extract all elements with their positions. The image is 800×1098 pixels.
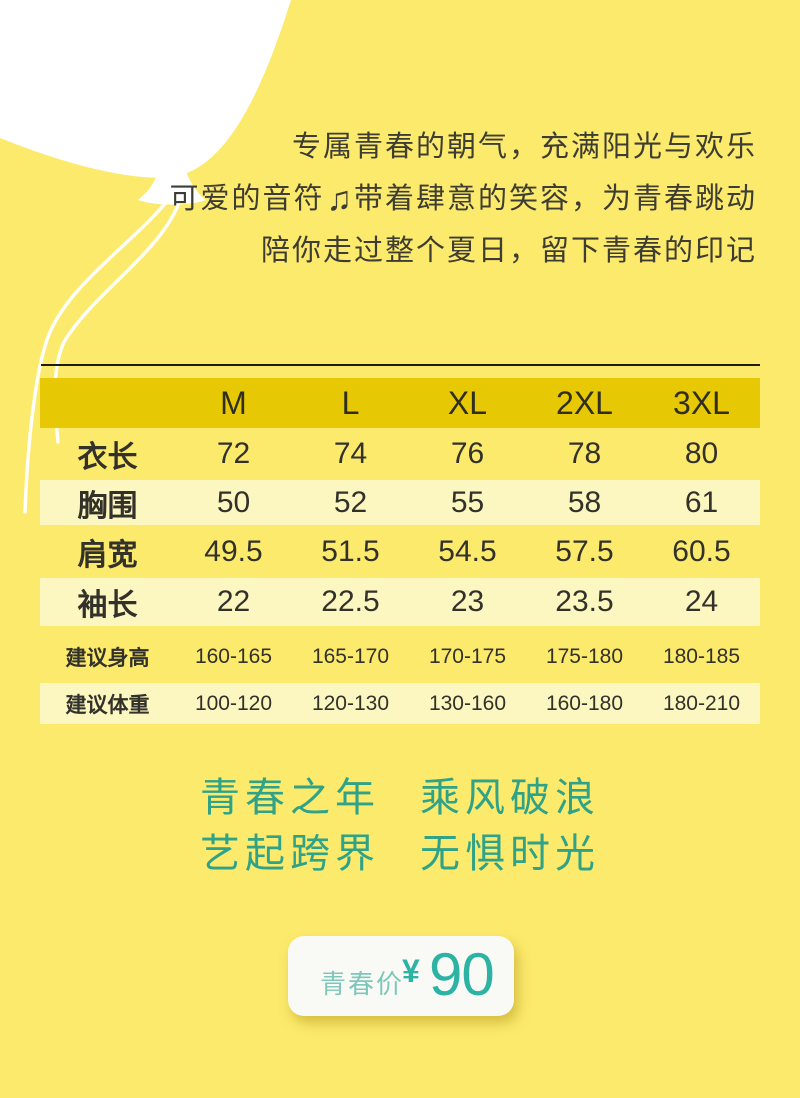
table-row: 胸围 50 52 55 58 61 (40, 480, 760, 525)
music-note-icon: ♫ (326, 180, 352, 218)
table-cell: 23.5 (555, 585, 614, 618)
size-table-rows: 衣长 72 74 76 78 80 胸围 50 52 55 58 61 肩宽 49.5 51.5 54.5 57… (40, 431, 760, 724)
table-cell: 22.5 (321, 585, 380, 618)
header-cell: 2XL (556, 384, 613, 421)
table-cell: 51.5 (321, 534, 380, 568)
table-cell: 170-175 (428, 644, 507, 668)
header-cell: 3XL (673, 384, 730, 421)
table-cell: 52 (333, 485, 368, 519)
table-row: 建议身高 160-165 165-170 170-175 175-180 180-185 (40, 636, 760, 677)
table-cell: 24 (684, 585, 719, 618)
slogan-line-1: 青春之年 乘风破浪 (200, 775, 600, 820)
header-cell: L (341, 384, 360, 421)
price-badge: 青春价 ¥ 90 (288, 936, 514, 1016)
currency-symbol: ¥ (402, 953, 420, 989)
header-cell: M (220, 384, 247, 421)
table-row: 袖长 22 22.5 23 23.5 24 (40, 578, 760, 626)
table-cell: 100-120 (194, 691, 273, 715)
table-cell: 72 (216, 436, 251, 470)
price-amount: 90 (429, 941, 495, 1008)
size-table: M L XL 2XL 3XL 衣长 72 74 76 78 80 胸围 50 52 55 58 61 肩宽 49.… (40, 378, 760, 730)
table-row: 肩宽 49.5 51.5 54.5 57.5 60.5 (40, 529, 760, 574)
table-cell: 22 (216, 585, 251, 618)
row-label: 衣长 (77, 440, 138, 474)
table-cell: 76 (450, 436, 485, 470)
header-cell: XL (447, 384, 488, 421)
intro-paragraph: 专属青春的朝气，充满阳光与欢乐 可爱的音符♫带着肆意的笑容，为青春跳动 陪你走过… (169, 121, 757, 277)
table-cell: 78 (567, 436, 602, 470)
table-cell: 120-130 (311, 691, 390, 715)
table-cell: 50 (216, 485, 251, 519)
table-cell: 49.5 (204, 534, 263, 568)
table-cell: 54.5 (438, 534, 497, 568)
price-label: 青春价 (320, 969, 405, 999)
intro-line-2: 可爱的音符♫带着肆意的笑容，为青春跳动 (169, 180, 757, 218)
row-label: 胸围 (77, 489, 138, 523)
intro-line-3: 陪你走过整个夏日，留下青春的印记 (260, 235, 757, 267)
row-label: 袖长 (77, 589, 138, 622)
table-cell: 130-160 (428, 691, 507, 715)
intro-line-1: 专属青春的朝气，充满阳光与欢乐 (291, 131, 757, 163)
table-row: 衣长 72 74 76 78 80 (40, 431, 760, 476)
table-cell: 180-185 (662, 644, 741, 668)
table-row: 建议体重 100-120 120-130 130-160 160-180 180-210 (40, 683, 760, 724)
size-table-header: M L XL 2XL 3XL (40, 378, 760, 428)
table-cell: 74 (333, 436, 368, 470)
table-cell: 80 (684, 436, 719, 470)
table-cell: 175-180 (545, 644, 624, 668)
table-cell: 165-170 (311, 644, 390, 668)
table-cell: 60.5 (672, 534, 731, 568)
slogan: 青春之年 乘风破浪 艺起跨界 无惧时光 (0, 770, 800, 882)
row-label: 建议身高 (65, 646, 150, 670)
row-label: 建议体重 (65, 693, 150, 717)
table-cell: 58 (567, 485, 602, 519)
table-cell: 23 (450, 585, 485, 618)
divider-line (41, 364, 760, 366)
table-cell: 61 (684, 485, 719, 519)
row-label: 肩宽 (77, 538, 138, 572)
slogan-line-2: 艺起跨界 无惧时光 (200, 831, 600, 876)
table-cell: 160-165 (194, 644, 273, 668)
table-cell: 160-180 (545, 691, 624, 715)
table-cell: 57.5 (555, 534, 614, 568)
table-cell: 55 (450, 485, 485, 519)
table-cell: 180-210 (662, 691, 741, 715)
